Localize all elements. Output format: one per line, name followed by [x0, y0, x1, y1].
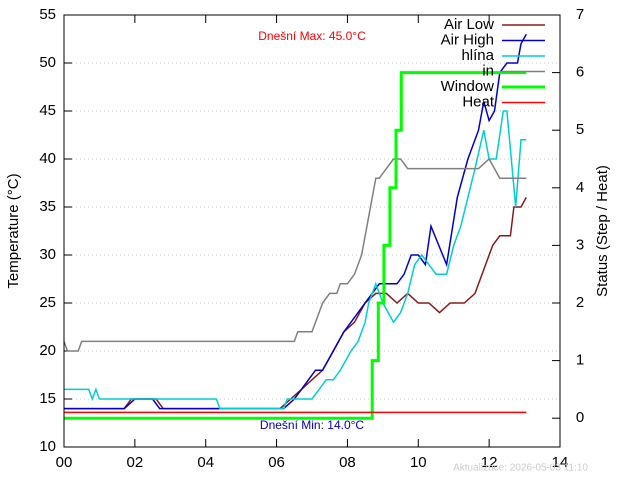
y-tick-label: 10 [39, 438, 56, 455]
y-tick-label: 30 [39, 246, 56, 263]
y-tick-label: 15 [39, 390, 56, 407]
series-line [64, 110, 527, 410]
series-line [63, 157, 527, 352]
x-tick-label: 04 [197, 454, 214, 471]
y-tick-label: 50 [39, 54, 56, 71]
y2-tick-label: 3 [576, 236, 584, 253]
legend-label: Window [441, 78, 495, 95]
legend-label: Heat [462, 93, 495, 110]
y2-axis-label: Status (Step / Heat) [594, 165, 611, 297]
y-tick-label: 35 [39, 198, 56, 215]
y-tick-label: 20 [39, 342, 56, 359]
annotation: Dnešní Min: 14.0°C [260, 418, 365, 432]
y-axis-label: Temperature (°C) [5, 173, 22, 288]
legend-label: Air Low [444, 16, 494, 33]
y2-tick-label: 4 [576, 179, 584, 196]
y-tick-label: 45 [39, 102, 56, 119]
y-tick-label: 40 [39, 150, 56, 167]
legend-label: in [482, 62, 494, 79]
x-tick-label: 00 [56, 454, 73, 471]
y2-tick-label: 1 [576, 352, 584, 369]
y2-tick-label: 2 [576, 294, 584, 311]
x-tick-label: 06 [268, 454, 285, 471]
y2-tick-label: 0 [576, 409, 584, 426]
x-tick-label: 08 [339, 454, 356, 471]
annotation: Dnešní Max: 45.0°C [258, 29, 366, 43]
legend-label: hlína [461, 47, 494, 64]
plot-frame [63, 14, 561, 448]
y-tick-label: 55 [39, 6, 56, 23]
annotation: Aktualizace: 2026-05-03 11:10 [453, 463, 588, 474]
x-tick-label: 02 [127, 454, 144, 471]
y2-tick-label: 7 [576, 6, 584, 23]
series-line [64, 33, 527, 410]
x-tick-label: 14 [552, 454, 569, 471]
legend-label: Air High [441, 31, 494, 48]
x-tick-label: 10 [410, 454, 427, 471]
y2-tick-label: 6 [576, 64, 584, 81]
x-tick-label: 12 [481, 454, 498, 471]
series-line [64, 71, 527, 420]
y-tick-label: 25 [39, 294, 56, 311]
y2-tick-label: 5 [576, 121, 584, 138]
